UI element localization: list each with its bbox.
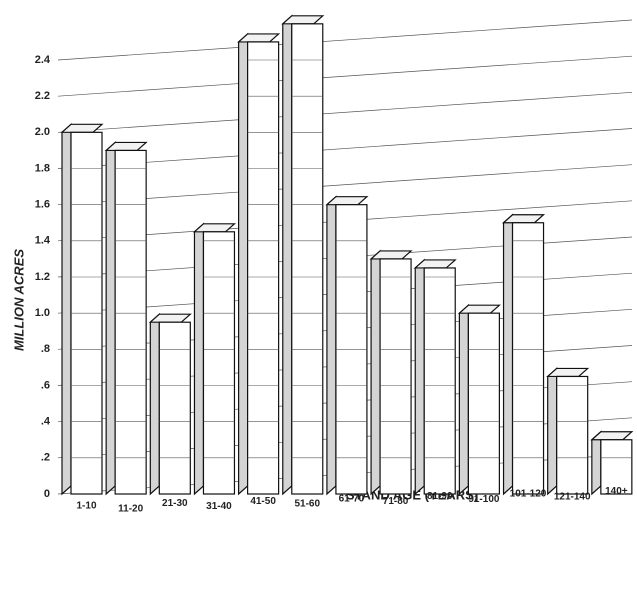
x-tick-label: 51-60	[294, 499, 320, 510]
grid-line	[57, 91, 633, 133]
bar	[600, 439, 633, 495]
y-tick-label: .2	[41, 452, 50, 464]
y-tick-label: .4	[41, 416, 51, 428]
x-tick-label: 91-100	[468, 494, 500, 505]
x-tick-label: 101-120	[510, 489, 547, 500]
bar-side	[458, 303, 469, 496]
bar-top	[192, 223, 237, 233]
x-tick-label: 140+	[605, 486, 628, 497]
x-tick-label: 11-20	[118, 503, 143, 514]
bar-side	[547, 367, 558, 496]
bar-side	[370, 249, 381, 496]
grid-line	[57, 128, 633, 169]
bar	[423, 267, 456, 495]
bar	[114, 149, 147, 495]
bar	[511, 222, 545, 495]
y-tick-label: .8	[41, 343, 50, 355]
x-tick-label: 21-30	[162, 498, 188, 509]
y-tick-label: 1.4	[35, 235, 51, 247]
bar	[291, 23, 324, 495]
bar-top	[281, 15, 325, 25]
bar-side	[502, 213, 514, 496]
bar-top	[590, 431, 634, 441]
y-tick-label: 2.0	[35, 126, 50, 138]
bar	[467, 312, 500, 495]
bar-side	[105, 141, 116, 496]
bar	[556, 375, 589, 495]
x-tick-label: 121-140	[554, 491, 591, 502]
bar-side	[282, 14, 293, 496]
y-tick-label: .6	[41, 379, 50, 391]
x-tick-label: 31-40	[206, 501, 232, 512]
y-tick-label: 1.6	[35, 199, 50, 211]
y-tick-label: 2.4	[35, 54, 51, 66]
grid-line	[57, 164, 633, 206]
bar-side	[193, 222, 205, 496]
bar-top	[60, 123, 104, 133]
bar	[202, 231, 236, 495]
y-tick-label: 2.2	[35, 90, 50, 102]
bar	[158, 321, 191, 495]
bar-side	[149, 312, 160, 496]
bar-top	[237, 33, 281, 43]
x-tick-label: 71-80	[383, 496, 409, 507]
bar-top	[546, 367, 590, 378]
bar	[379, 258, 412, 495]
y-tick-label: 1.0	[35, 307, 50, 319]
bar-top	[104, 141, 148, 152]
bar-side	[591, 430, 602, 496]
bar-top	[457, 304, 501, 314]
x-tick-label: 1-10	[76, 501, 96, 512]
bar-side	[414, 258, 425, 496]
bar-top	[148, 313, 192, 323]
x-tick-label: 61-70	[339, 493, 365, 504]
bar-top	[501, 214, 546, 224]
grid-line	[57, 19, 633, 61]
y-tick-label: 1.2	[35, 271, 50, 283]
x-tick-label: 41-50	[250, 496, 276, 507]
grid-line	[57, 55, 633, 97]
bar-top	[369, 250, 413, 260]
y-tick-label: 1.8	[35, 162, 50, 174]
bar-top	[325, 196, 369, 206]
y-tick-label: 0	[44, 488, 50, 500]
bar	[247, 41, 280, 495]
bar-top	[413, 259, 457, 269]
y-axis-title: MILLION ACRES	[11, 249, 26, 351]
bar-side	[61, 122, 72, 496]
bar-side	[238, 32, 249, 496]
x-tick-label: 81-90	[427, 491, 453, 502]
bar-side	[326, 195, 337, 496]
